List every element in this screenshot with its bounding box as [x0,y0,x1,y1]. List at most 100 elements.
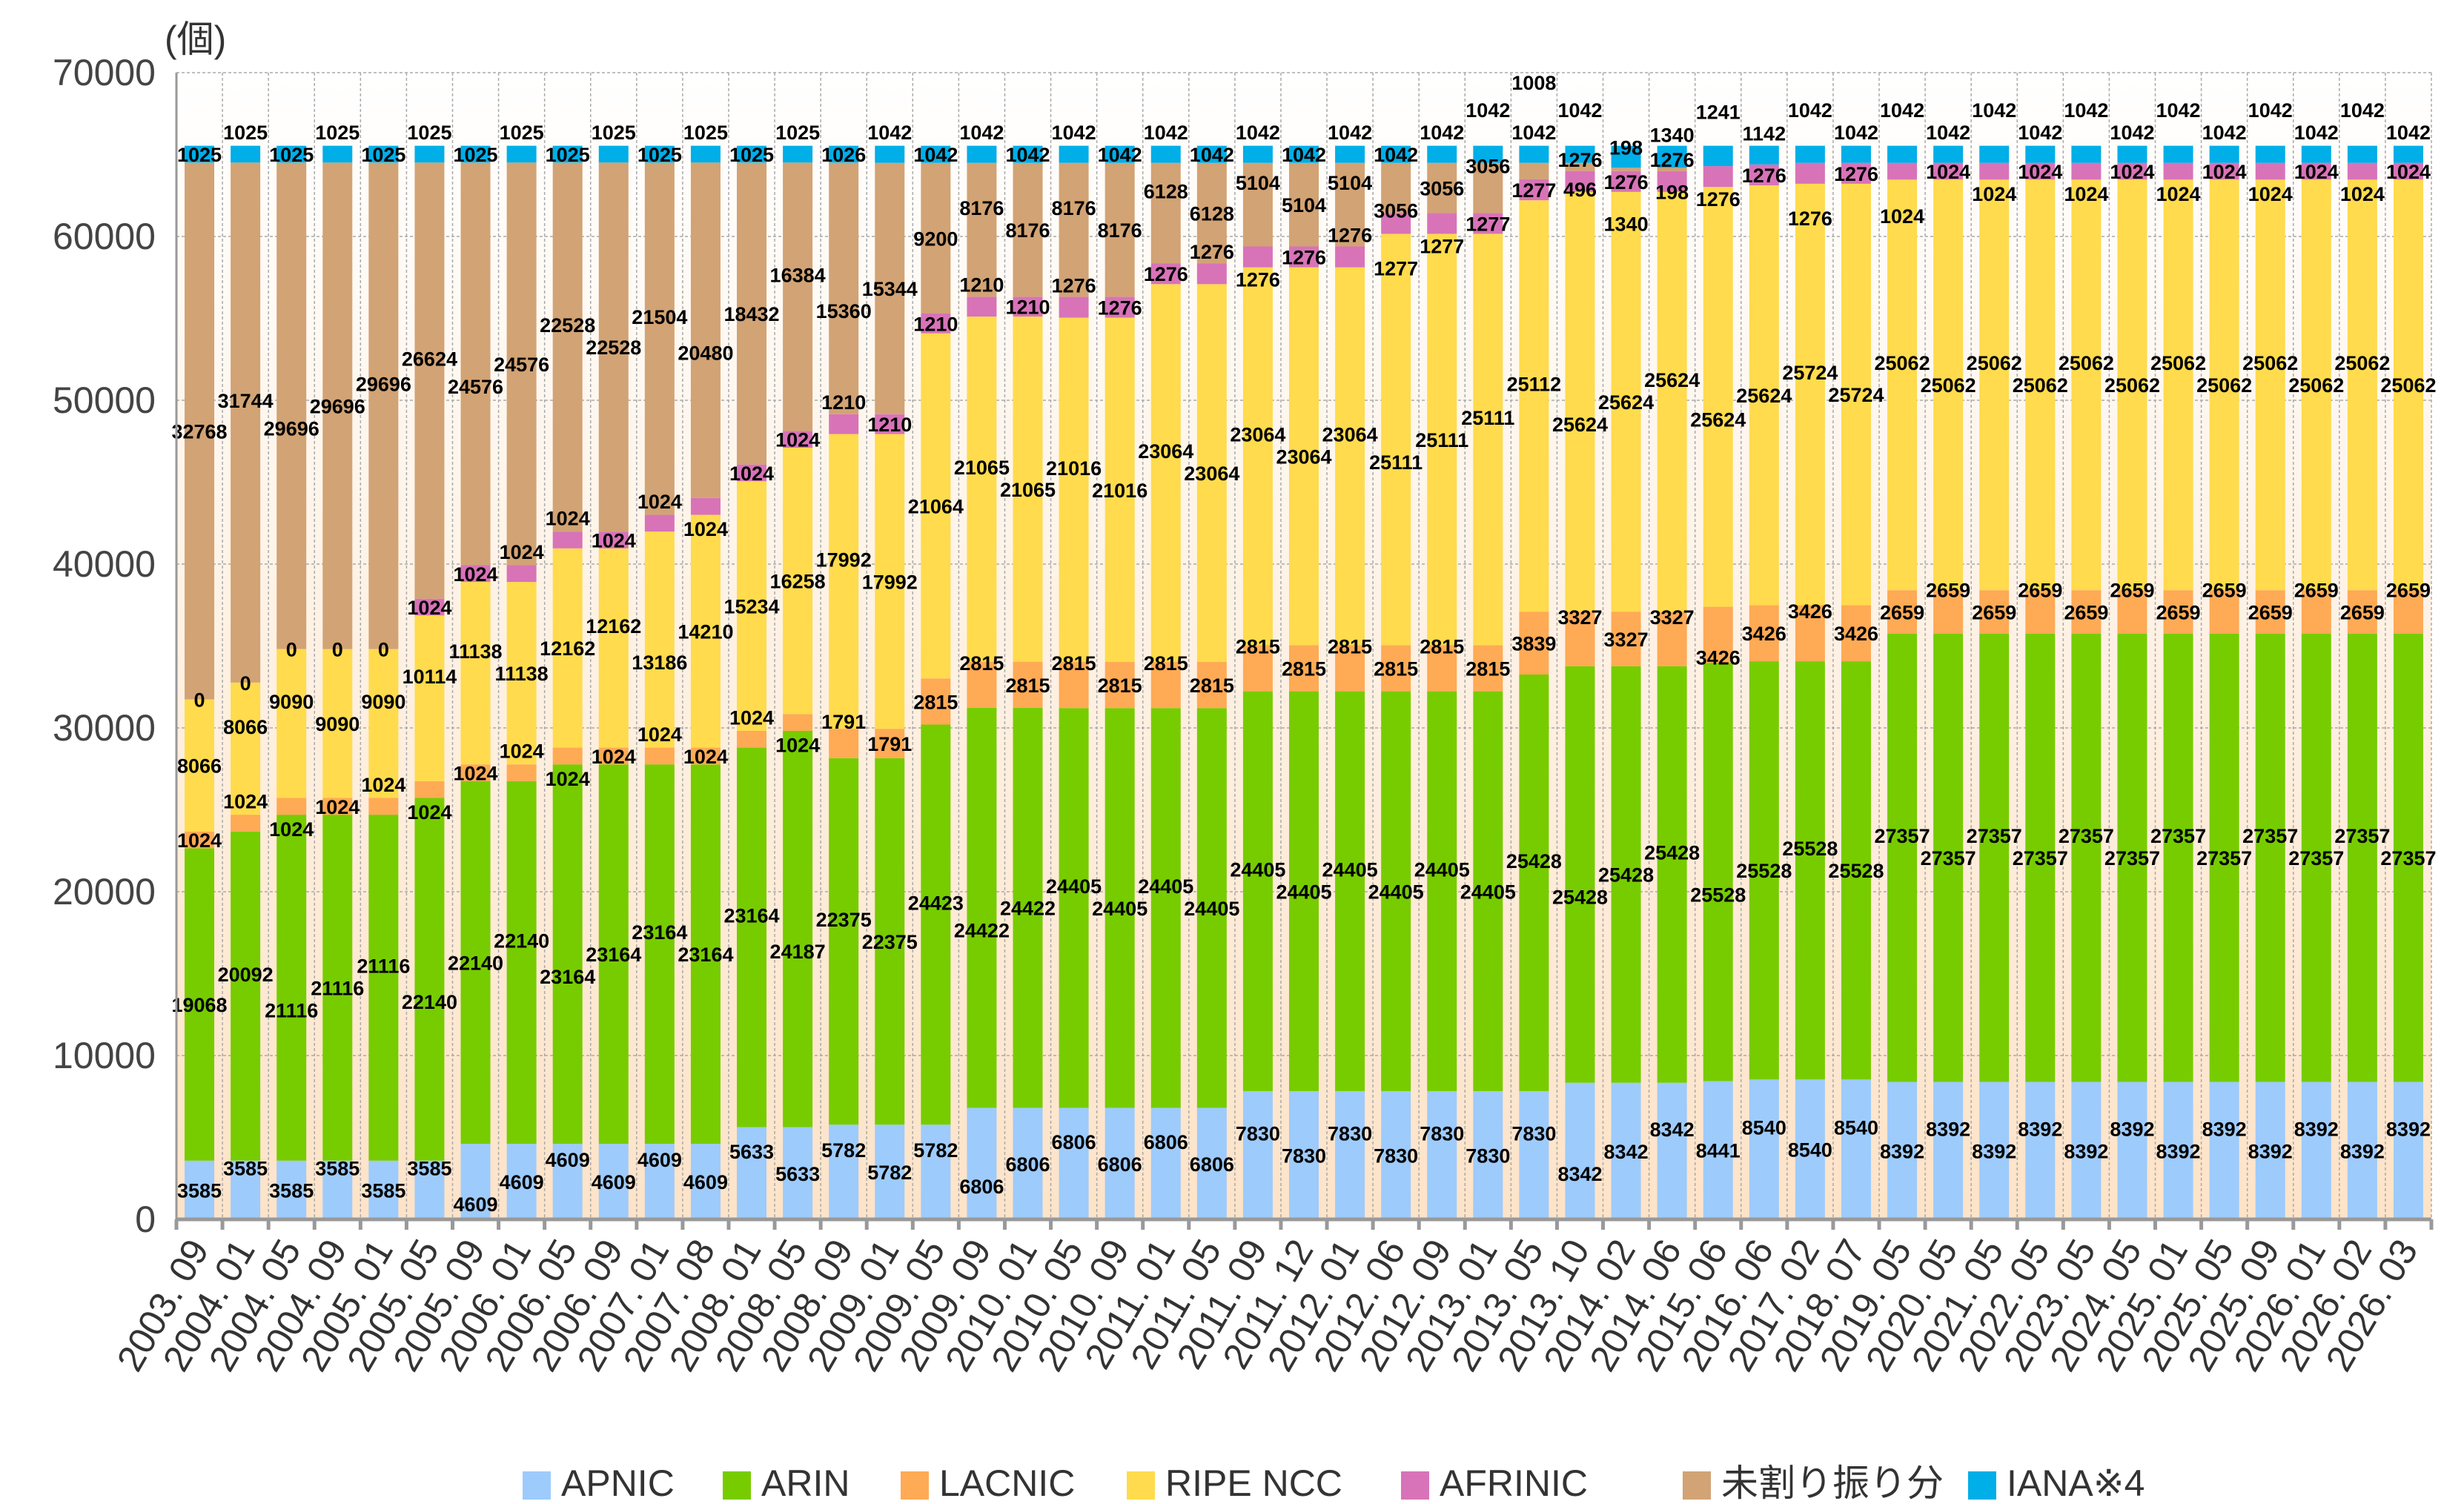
data-label: 1025 [775,122,820,144]
data-label: 24405 [1046,875,1102,898]
bar-segment-AFRINIC [598,531,629,549]
data-label: 3426 [1696,646,1741,669]
bar-segment-未割り振り分 [783,162,813,431]
bar-segment-LACNIC [1473,645,1503,692]
data-label: 24405 [1368,881,1424,903]
bar-segment-APNIC [1427,1090,1457,1219]
y-tick-label: 40000 [53,543,156,585]
bar-segment-APNIC [2117,1081,2147,1219]
data-label: 8342 [1604,1141,1649,1163]
data-label: 2659 [1880,602,1924,624]
data-label: 25724 [1828,384,1884,406]
data-label: 1042 [2248,99,2293,122]
data-label: 25062 [2242,352,2298,374]
bar-segment-LACNIC [829,729,859,758]
bar-segment-AFRINIC [2071,162,2102,180]
bar-segment-IANA※4 [1150,145,1181,163]
bar-segment-ARIN [1611,666,1641,1083]
legend-swatch [1683,1471,1711,1500]
bar-segment-LACNIC [276,798,307,815]
legend-label: ARIN [761,1462,850,1504]
bar-segment-APNIC [506,1144,537,1219]
bar-segment-APNIC [1611,1082,1641,1219]
data-label: 3585 [269,1179,314,1202]
bar-segment-APNIC [1150,1107,1181,1219]
data-label: 1024 [729,706,774,729]
data-label: 8392 [2018,1118,2062,1140]
data-label: 6806 [1005,1153,1050,1176]
data-label: 2815 [1144,652,1188,675]
data-label: 1042 [2110,122,2154,144]
bar-segment-APNIC [921,1124,951,1219]
data-label: 23164 [632,921,687,944]
bar-segment-LACNIC [921,678,951,725]
data-label: 24405 [1230,858,1285,881]
bar-segment-RIPE NCC [1150,284,1181,663]
data-label: 3585 [407,1157,451,1179]
data-label: 8176 [1052,197,1096,219]
data-label: 29696 [264,417,319,440]
data-label: 1042 [1052,122,1096,144]
bar-segment-AFRINIC [1565,170,1595,192]
bar-segment-AFRINIC [1013,297,1043,317]
data-label: 24423 [908,892,964,914]
data-label: 25624 [1552,414,1608,436]
bar-segment-IANA※4 [921,145,951,163]
data-label: 5633 [775,1163,820,1185]
data-label: 23164 [540,966,595,988]
data-label: 2815 [1420,636,1464,658]
data-label: 22140 [448,952,503,974]
bar-segment-RIPE NCC [460,582,491,765]
data-label: 7830 [1420,1122,1464,1144]
data-label: 25111 [1369,451,1423,474]
bar-segment-LACNIC [2025,590,2056,634]
data-label: 21065 [954,457,1010,479]
data-label: 1042 [1282,144,1326,166]
data-label: 1024 [2248,183,2293,205]
bar-segment-IANA※4 [2117,145,2147,163]
bar-segment-AFRINIC [1933,162,1964,180]
bar-segment-AFRINIC [1749,164,1779,186]
data-label: 1024 [2018,161,2062,183]
bar-segment-ARIN [552,764,583,1144]
legend-label: LACNIC [939,1462,1075,1504]
bar-segment-RIPE NCC [644,531,675,748]
data-label: 5782 [867,1162,912,1184]
bar-segment-RIPE NCC [2209,179,2239,591]
data-label: 8540 [1788,1139,1832,1162]
bar-segment-ARIN [1381,691,1411,1091]
bar-segment-AFRINIC [875,414,905,434]
data-label: 23064 [1138,440,1193,463]
bar-segment-APNIC [1979,1081,2010,1219]
bar-segment-LACNIC [2071,590,2102,634]
data-label: 1025 [361,144,405,166]
bar-segment-RIPE NCC [1933,179,1964,591]
legend-swatch [523,1471,551,1500]
data-label: 27357 [2380,847,2436,869]
data-label: 24576 [448,376,503,398]
bar-segment-LACNIC [1196,662,1227,709]
data-label: 26624 [402,348,457,371]
bar-segment-APNIC [2025,1081,2056,1219]
bar-segment-ARIN [414,798,445,1161]
bar-segment-APNIC [644,1144,675,1219]
bar-segment-ARIN [322,815,353,1161]
y-tick-label: 70000 [53,52,156,93]
data-label: 25062 [1875,352,1930,374]
data-label: 29696 [310,395,365,417]
bar-segment-LACNIC [875,729,905,758]
bar-segment-ARIN [783,730,813,1127]
data-label: 9200 [913,228,958,250]
bar-segment-LACNIC [783,714,813,731]
bar-segment-ARIN [1749,661,1779,1080]
bar-segment-ARIN [1887,633,1918,1082]
bar-segment-LACNIC [1657,612,1687,666]
bar-segment-ARIN [2117,633,2147,1082]
bar-segment-AFRINIC [2301,162,2331,180]
bar-segment-ARIN [1979,633,2010,1082]
bar-segment-未割り振り分 [1242,162,1273,247]
bar-segment-IANA※4 [1611,145,1641,168]
data-label: 8066 [177,755,222,778]
data-label: 2659 [2110,580,2154,602]
bar-segment-IANA※4 [2209,145,2239,163]
